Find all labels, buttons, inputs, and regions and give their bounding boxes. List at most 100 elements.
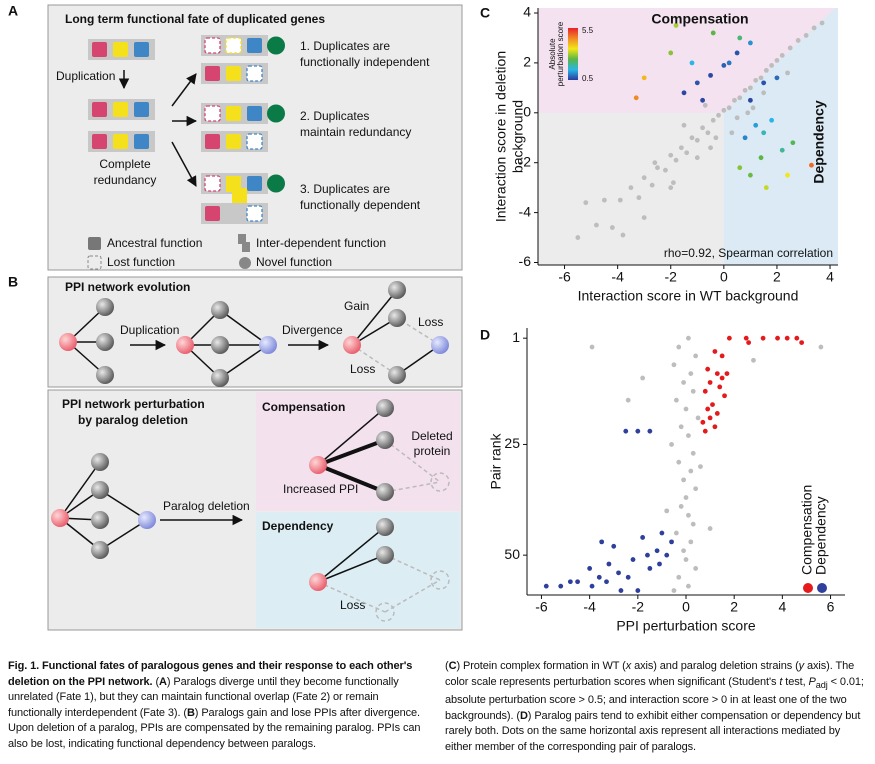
x-tick-label: 4 [826,269,834,285]
lost-function [225,37,242,54]
data-point [758,155,764,161]
y-tick-label: 4 [523,4,531,20]
interdependent-function [226,176,247,204]
data-point [635,428,641,434]
caption-text: axis) and paralog deletion strains ( [631,660,799,672]
data-point [681,380,686,385]
data-point [567,579,573,585]
edge [99,489,148,521]
y-axis-label: Interaction score in deletion [493,51,509,222]
data-point [700,125,706,131]
y-tick-label: -4 [519,203,532,219]
data-point [647,566,653,571]
legend-icon [239,257,251,269]
legend-icon [88,237,101,250]
data-point [747,40,753,46]
colorbar-tick-label: 5.5 [582,26,594,35]
y-tick-label: 1 [512,329,520,345]
legend-label: Compensation [799,485,815,575]
colorbar-tick-label: 0.5 [582,74,594,83]
data-point [641,75,647,81]
data-point [676,344,682,350]
data-point [649,182,655,188]
data-point [645,552,650,558]
protein-node [211,301,229,319]
legend-icon [87,255,102,270]
data-point [690,521,696,527]
data-point [700,97,706,103]
plot-area [538,8,838,265]
data-point [734,50,740,56]
data-point [790,140,796,146]
step-label: Divergence [282,323,343,337]
figure-graphics: A Long term functional fate of duplicate… [8,3,845,634]
edge [384,554,441,581]
protein-node [376,546,394,564]
edge [219,344,269,379]
data-point [623,428,629,434]
data-point [774,75,780,81]
protein-node [91,453,109,471]
annotation: rho=0.92, Spearman correlation [664,246,833,260]
data-point [688,468,694,474]
caption-text: ( [445,660,449,672]
caption-text: < 0.01; absolute perturbation score > 0.… [445,675,864,722]
panel-label: A [8,3,18,19]
data-point [628,185,634,191]
data-point [663,167,668,173]
step-label: Duplication [56,69,115,83]
protein-node [431,336,449,354]
ancestral-function [247,106,262,121]
data-point [694,80,700,86]
data-point [700,419,706,425]
caption-text: test, [782,675,809,688]
lost-function [204,37,221,54]
step-label: Paralog deletion [163,499,250,513]
legend-label: Lost function [107,255,175,269]
data-point [606,561,612,567]
data-point [683,406,689,412]
data-point [707,526,713,531]
region-title: Compensation [262,400,345,414]
data-point [769,62,775,68]
edge [219,309,269,346]
caption-text: A [159,675,167,688]
data-point [676,459,682,465]
data-point [799,340,805,346]
caption-text: C [448,660,457,672]
data-point [673,397,679,403]
data-point [641,215,647,220]
protein-node [96,366,114,384]
protein-node [211,369,229,387]
data-point [684,150,690,156]
edge-label: Loss [340,598,365,612]
data-point [710,402,715,408]
ancestral-function [134,42,149,57]
data-point [702,428,708,434]
data-point [583,200,589,206]
x-tick-label: -2 [632,599,645,615]
data-point [668,185,674,191]
data-point [784,335,790,341]
data-point [747,97,753,103]
data-point [719,353,725,359]
data-point [671,588,677,593]
data-point [683,557,689,562]
protein-node [430,570,450,590]
data-point [719,375,725,381]
edge [317,554,386,583]
data-point [671,362,677,368]
protein-node [388,309,406,327]
x-tick-label: -6 [558,269,571,285]
protein-node [343,336,361,354]
data-point [742,135,748,141]
data-point [724,371,730,377]
data-point [558,583,564,589]
ancestral-function [92,134,107,149]
caption-text: axis). The color scale represents pertur… [445,660,855,688]
x-tick-label: 0 [720,269,728,285]
fate-label: 2. Duplicates [300,109,369,123]
data-point [761,90,767,96]
data-point [742,87,748,93]
